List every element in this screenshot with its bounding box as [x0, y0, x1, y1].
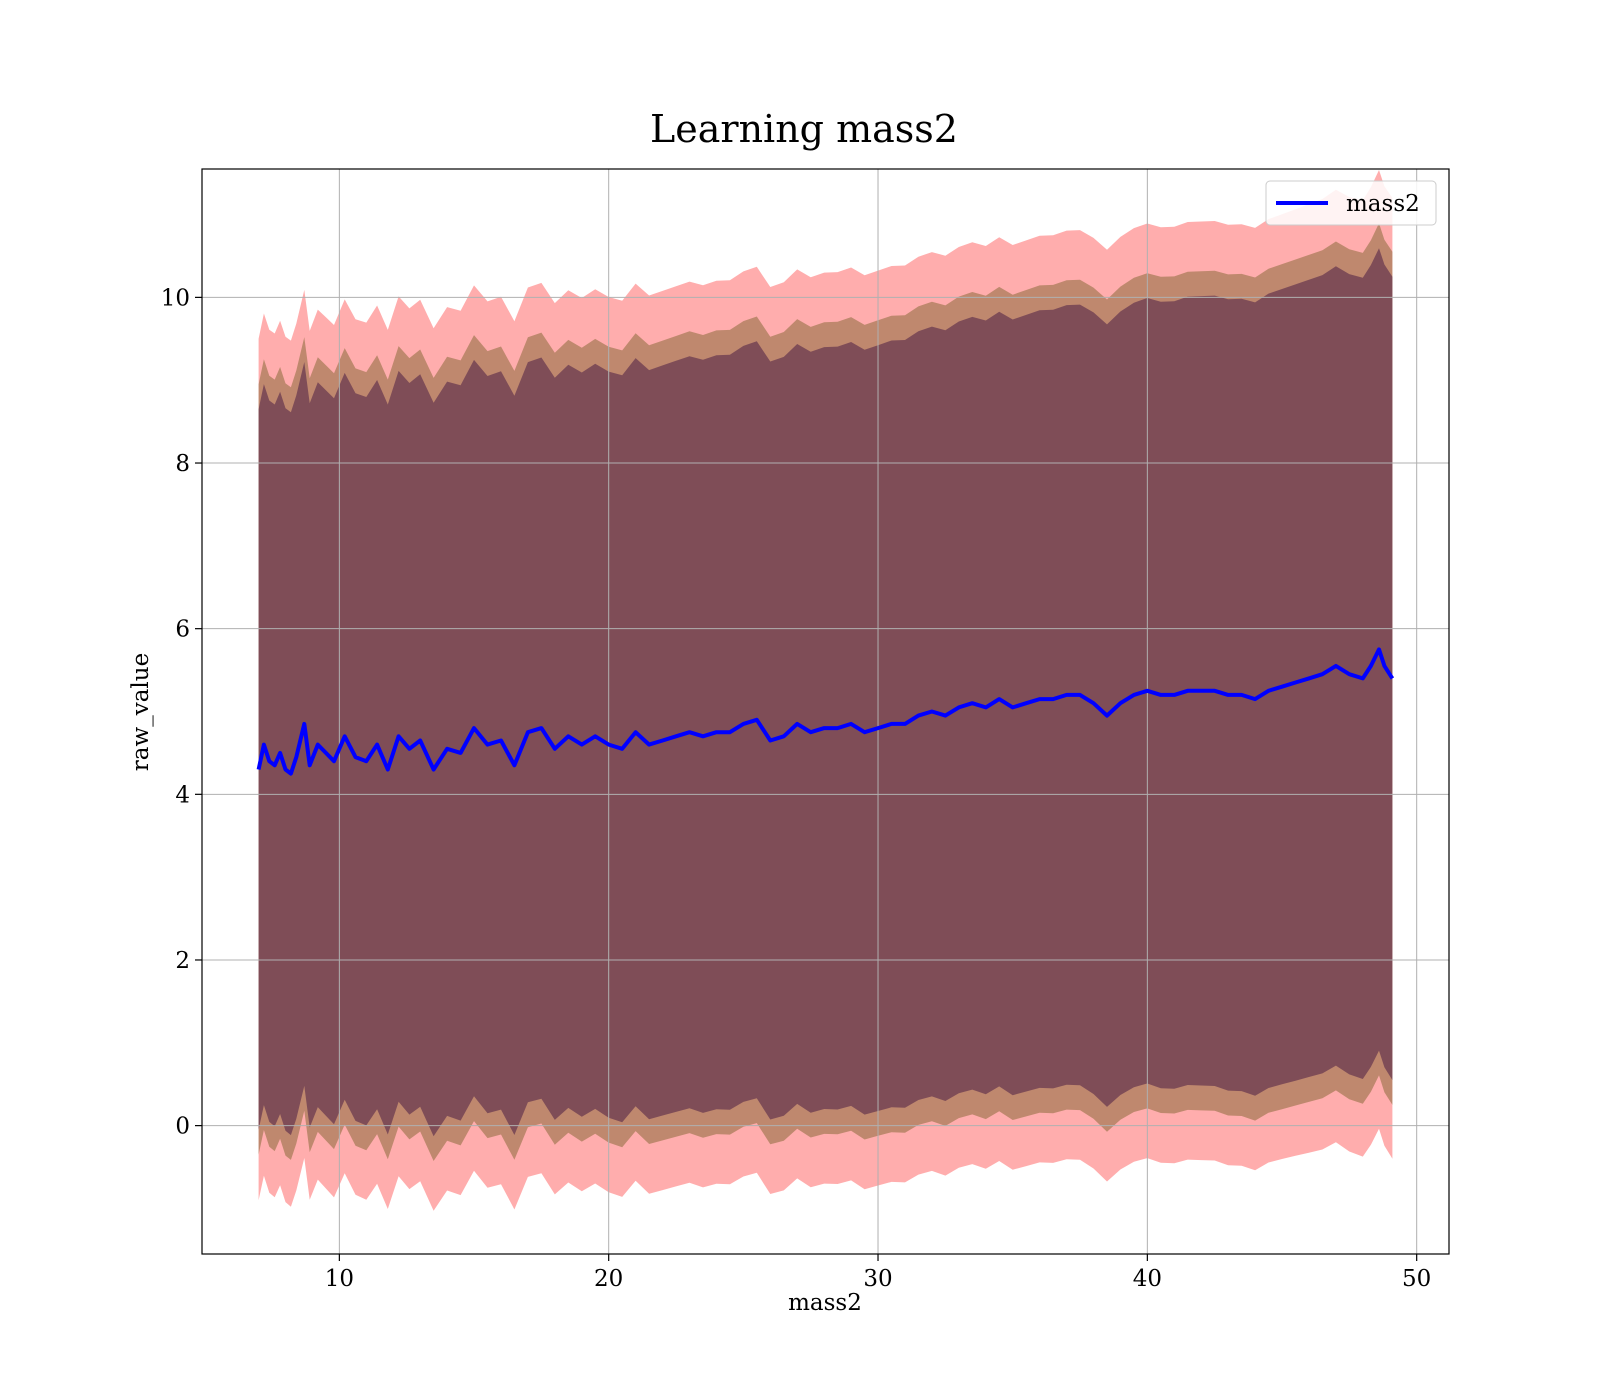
x-tick-label: 10	[325, 1266, 354, 1292]
y-axis-label: raw_value	[128, 653, 154, 771]
x-tick-label: 40	[1133, 1266, 1162, 1292]
y-tick-label: 0	[175, 1114, 190, 1140]
x-axis-label: mass2	[788, 1290, 862, 1316]
plot-area	[202, 169, 1449, 1254]
x-tick-label: 50	[1402, 1266, 1431, 1292]
series-line-mass2	[256, 647, 1395, 776]
y-tick-label: 4	[175, 782, 190, 808]
axis-ticks: 10 20 30 40 50 0 2 4 6 8 10	[161, 285, 1432, 1292]
legend-box	[1265, 180, 1437, 226]
x-tick-label: 30	[863, 1266, 892, 1292]
y-tick-label: 8	[175, 451, 190, 477]
y-tick-label: 2	[175, 948, 190, 974]
y-tick-label: 6	[175, 617, 190, 643]
legend: mass2	[1265, 180, 1437, 226]
x-tick-label: 20	[594, 1266, 623, 1292]
y-tick-label: 10	[161, 285, 190, 311]
uncertainty-band-inner	[258, 248, 1393, 1137]
plot-frame	[201, 168, 1450, 1255]
chart-title: Learning mass2	[650, 107, 958, 151]
legend-label: mass2	[1346, 191, 1420, 217]
